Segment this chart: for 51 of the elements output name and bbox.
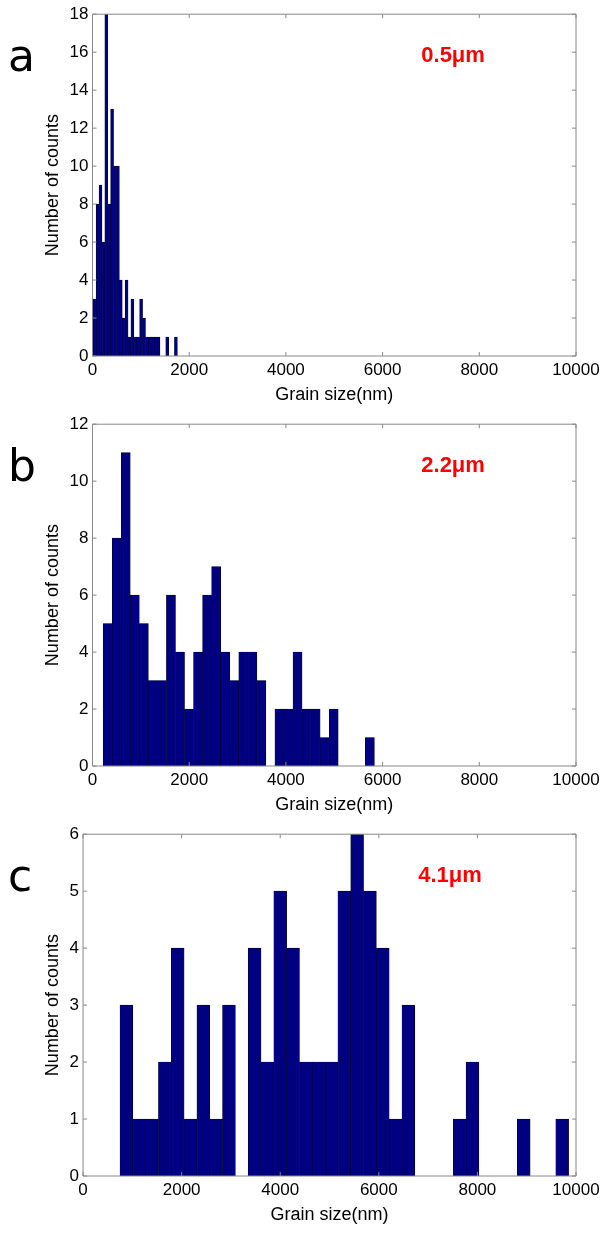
y-tick-label: 3	[69, 994, 80, 1014]
x-tick-label: 2000	[170, 769, 209, 789]
y-tick-label: 16	[69, 41, 89, 61]
x-tick-label: 6000	[363, 769, 402, 789]
x-tick-label: 10000	[552, 1179, 600, 1199]
x-tick-label: 6000	[359, 1179, 398, 1199]
y-tick-label: 6	[79, 231, 89, 251]
x-tick-label: 8000	[460, 769, 499, 789]
annotation: 4.1μm	[418, 862, 482, 888]
y-axis-title: Number of counts	[41, 934, 62, 1077]
y-tick-label: 0	[69, 1165, 80, 1185]
x-axis-title: Grain size(nm)	[275, 794, 394, 815]
y-tick-label: 0	[79, 345, 89, 365]
y-axis-title: Number of counts	[41, 114, 62, 257]
y-tick-label: 14	[69, 79, 89, 99]
y-tick-label: 12	[69, 413, 89, 433]
chart-title: a	[8, 30, 35, 81]
y-tick-label: 4	[79, 641, 89, 661]
y-tick-label: 1	[69, 1108, 80, 1128]
y-tick-label: 8	[79, 527, 89, 547]
x-tick-label: 6000	[363, 359, 402, 379]
y-tick-label: 6	[79, 584, 89, 604]
x-tick-label: 2000	[162, 1179, 201, 1199]
x-tick-label: 4000	[261, 1179, 300, 1199]
y-tick-label: 2	[69, 1051, 80, 1071]
y-tick-label: 5	[69, 880, 80, 900]
y-axis-title: Number of counts	[41, 524, 62, 667]
y-tick-label: 6	[69, 823, 80, 843]
y-tick-label: 18	[69, 3, 89, 23]
y-tick-label: 10	[69, 470, 89, 490]
x-tick-label: 4000	[266, 769, 305, 789]
y-tick-label: 4	[69, 937, 80, 957]
x-tick-label: 10000	[552, 769, 600, 789]
x-tick-label: 2000	[170, 359, 209, 379]
y-tick-label: 8	[79, 193, 89, 213]
x-axis-title: Grain size(nm)	[275, 384, 394, 405]
y-tick-label: 2	[79, 307, 89, 327]
x-tick-label: 4000	[266, 359, 305, 379]
y-tick-label: 12	[69, 117, 89, 137]
x-tick-label: 8000	[458, 1179, 497, 1199]
chart-title: b	[8, 440, 36, 491]
y-tick-label: 2	[79, 698, 89, 718]
chart-title: c	[8, 850, 33, 901]
annotation: 0.5μm	[421, 42, 485, 68]
x-axis-title: Grain size(nm)	[270, 1204, 389, 1225]
y-tick-label: 10	[69, 155, 89, 175]
y-tick-label: 4	[79, 269, 89, 289]
x-tick-label: 8000	[460, 359, 499, 379]
y-tick-label: 0	[79, 755, 89, 775]
x-tick-label: 10000	[552, 359, 600, 379]
annotation: 2.2μm	[421, 452, 485, 478]
